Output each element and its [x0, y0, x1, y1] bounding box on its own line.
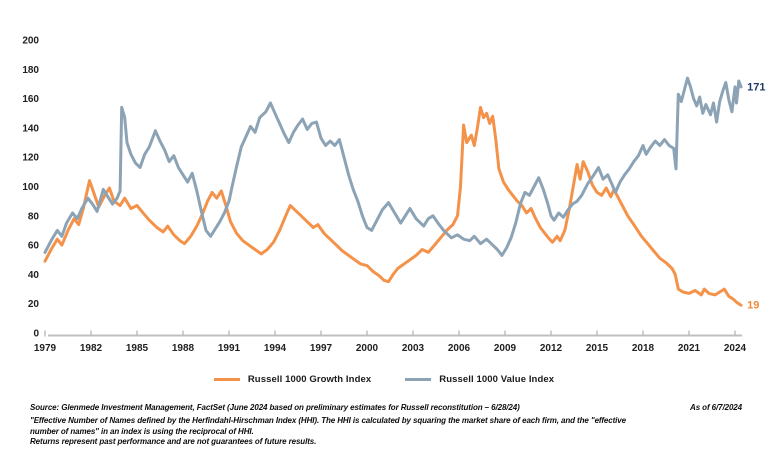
x-tick-label: 2024 — [724, 343, 747, 354]
y-tick-label: 180 — [22, 65, 39, 76]
source-note: Source: Glenmede Investment Management, … — [30, 403, 520, 412]
value-line-swatch — [405, 377, 432, 381]
x-tick-label: 1994 — [264, 343, 287, 354]
value-end-value-label: 171 — [747, 81, 765, 93]
as-of-date: As of 6/7/2024 — [690, 403, 742, 412]
y-tick-label: 100 — [22, 182, 39, 193]
value-index-line — [43, 76, 743, 257]
legend: Russell 1000 Growth Index Russell 1000 V… — [0, 370, 768, 388]
y-tick-label: 0 — [33, 329, 39, 340]
y-tick-label: 200 — [22, 36, 39, 47]
y-axis-labels: 0 20 40 60 80 100 120 140 160 180 200 — [22, 36, 39, 340]
series-end-labels: 19 171 — [747, 81, 765, 311]
y-tick-label: 160 — [22, 94, 39, 105]
y-tick-label: 120 — [22, 153, 39, 164]
x-tick-label: 2012 — [540, 343, 563, 354]
x-tick-label: 2021 — [678, 343, 701, 354]
x-tick-label: 1988 — [172, 343, 195, 354]
y-tick-label: 80 — [28, 211, 40, 222]
growth-line-swatch — [213, 377, 240, 381]
footnote-line-1: "Effective Number of Names defined by th… — [30, 416, 626, 426]
y-tick-label: 20 — [28, 299, 40, 310]
x-tick-label: 1991 — [218, 343, 241, 354]
x-tick-label: 2015 — [586, 343, 609, 354]
x-tick-label: 2006 — [448, 343, 471, 354]
x-tick-label: 2003 — [402, 343, 425, 354]
legend-label-growth: Russell 1000 Growth Index — [247, 373, 372, 385]
legend-item-value: Russell 1000 Value Index — [405, 374, 554, 385]
y-tick-label: 140 — [22, 123, 39, 134]
x-tick-label: 2000 — [356, 343, 379, 354]
y-tick-label: 60 — [28, 241, 40, 252]
legend-label-value: Russell 1000 Value Index — [439, 373, 555, 385]
x-tick-label: 1985 — [126, 343, 149, 354]
series-lines — [43, 76, 743, 307]
x-tick-label: 2018 — [632, 343, 655, 354]
line-chart: 0 20 40 60 80 100 120 140 160 180 200 1979 1982 1985… — [22, 36, 765, 355]
growth-end-value-label: 19 — [747, 300, 759, 312]
x-axis: 1979 1982 1985 1988 1991 1994 1997 2000 2003 2006… — [34, 330, 747, 354]
x-tick-label: 1997 — [310, 343, 333, 354]
footnote-line-3: Returns represent past performance and a… — [30, 437, 317, 447]
legend-item-growth: Russell 1000 Growth Index — [213, 373, 372, 385]
footnote-line-2: number of names" in an index is using th… — [30, 426, 254, 436]
x-tick-label: 2009 — [494, 343, 517, 354]
y-tick-label: 40 — [28, 270, 40, 281]
x-tick-label: 1982 — [80, 343, 103, 354]
footnotes: Source: Glenmede Investment Management, … — [30, 403, 742, 448]
x-tick-label: 1979 — [34, 343, 57, 354]
growth-index-line — [43, 105, 743, 307]
